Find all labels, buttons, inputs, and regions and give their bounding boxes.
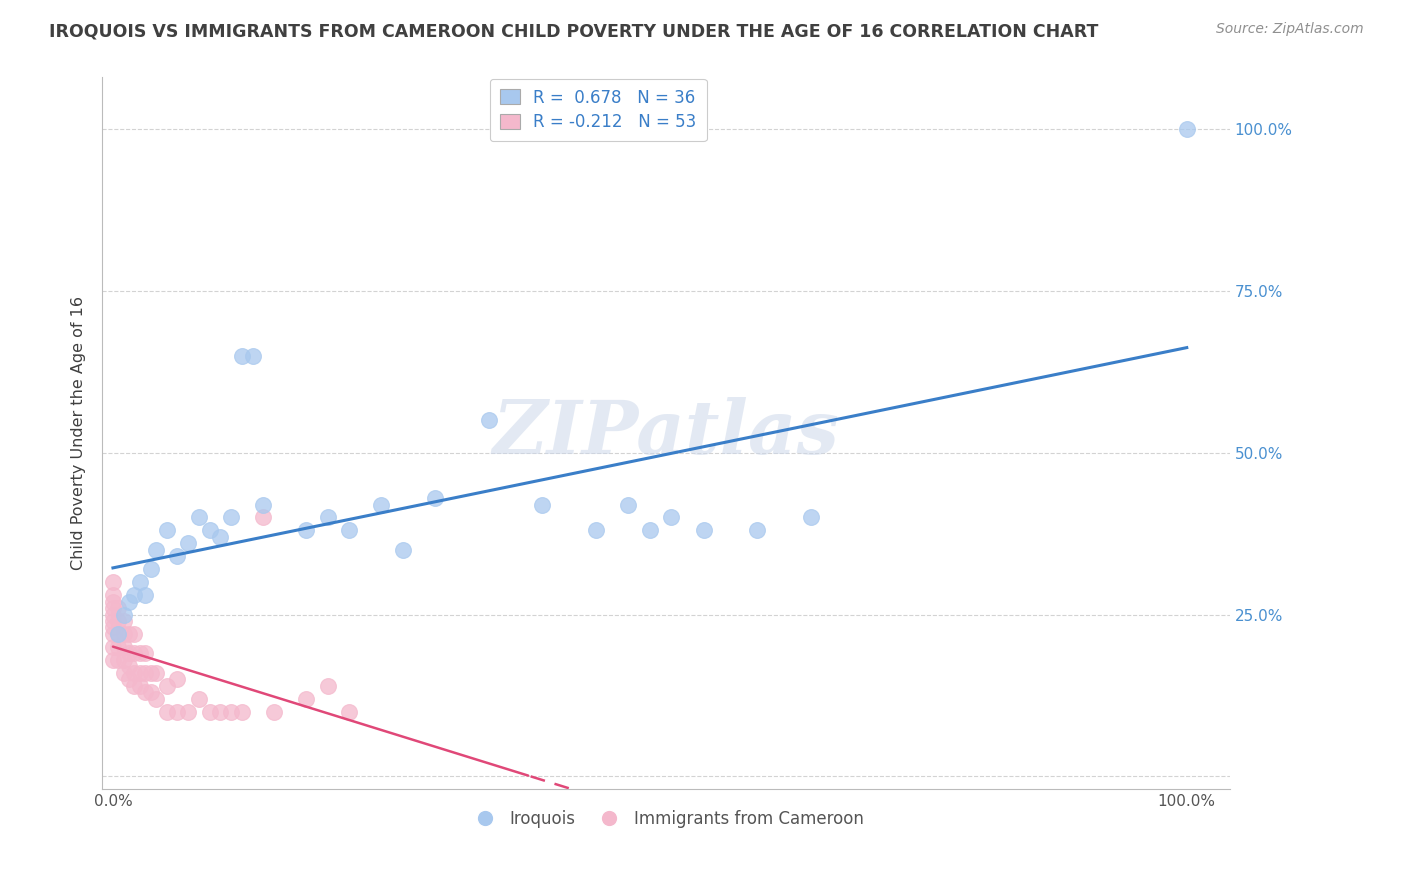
Point [166,672,188,686]
Point [112,665,135,680]
Point [145,691,167,706]
Point [139,562,162,576]
Point [316,510,339,524]
Point [112,627,135,641]
Point [128,575,150,590]
Point [209,530,232,544]
Point [101,653,124,667]
Y-axis label: Child Poverty Under the Age of 16: Child Poverty Under the Age of 16 [72,296,86,570]
Point [107,640,129,654]
Point [101,588,124,602]
Point [659,510,682,524]
Point [423,491,446,505]
Point [638,524,661,538]
Point [295,524,318,538]
Point [107,627,129,641]
Point [134,646,156,660]
Point [177,536,200,550]
Point [134,685,156,699]
Point [101,601,124,615]
Point [101,575,124,590]
Point [101,607,124,622]
Point [101,614,124,628]
Point [166,705,188,719]
Point [112,653,135,667]
Point [692,524,714,538]
Point [585,524,607,538]
Point [112,607,135,622]
Text: IROQUOIS VS IMMIGRANTS FROM CAMEROON CHILD POVERTY UNDER THE AGE OF 16 CORRELATI: IROQUOIS VS IMMIGRANTS FROM CAMEROON CHI… [49,22,1098,40]
Point [316,679,339,693]
Point [392,542,415,557]
Point [337,705,360,719]
Point [242,349,264,363]
Point [156,705,179,719]
Point [337,524,360,538]
Point [107,653,129,667]
Point [145,665,167,680]
Point [124,679,146,693]
Point [101,594,124,608]
Point [139,685,162,699]
Point [370,498,392,512]
Point [219,510,242,524]
Point [118,646,141,660]
Point [252,498,274,512]
Point [747,524,769,538]
Point [124,627,146,641]
Point [118,672,141,686]
Point [800,510,823,524]
Point [187,510,209,524]
Point [107,614,129,628]
Point [231,349,253,363]
Text: ZIPatlas: ZIPatlas [492,397,839,469]
Point [124,588,146,602]
Point [139,665,162,680]
Point [118,594,141,608]
Point [101,620,124,634]
Point [617,498,640,512]
Point [1175,122,1198,136]
Point [128,646,150,660]
Point [101,640,124,654]
Point [231,705,253,719]
Point [134,665,156,680]
Text: Source: ZipAtlas.com: Source: ZipAtlas.com [1216,22,1364,37]
Point [263,705,285,719]
Point [198,524,221,538]
Point [145,542,167,557]
Point [219,705,242,719]
Point [128,679,150,693]
Point [112,614,135,628]
Point [187,691,209,706]
Point [107,627,129,641]
Legend: Iroquois, Immigrants from Cameroon: Iroquois, Immigrants from Cameroon [461,803,870,834]
Point [118,659,141,673]
Point [128,665,150,680]
Point [156,679,179,693]
Point [177,705,200,719]
Point [209,705,232,719]
Point [156,524,179,538]
Point [478,413,501,427]
Point [295,691,318,706]
Point [252,510,274,524]
Point [124,646,146,660]
Point [112,640,135,654]
Point [101,627,124,641]
Point [166,549,188,564]
Point [134,588,156,602]
Point [124,665,146,680]
Point [198,705,221,719]
Point [531,498,554,512]
Point [118,627,141,641]
Point [107,601,129,615]
